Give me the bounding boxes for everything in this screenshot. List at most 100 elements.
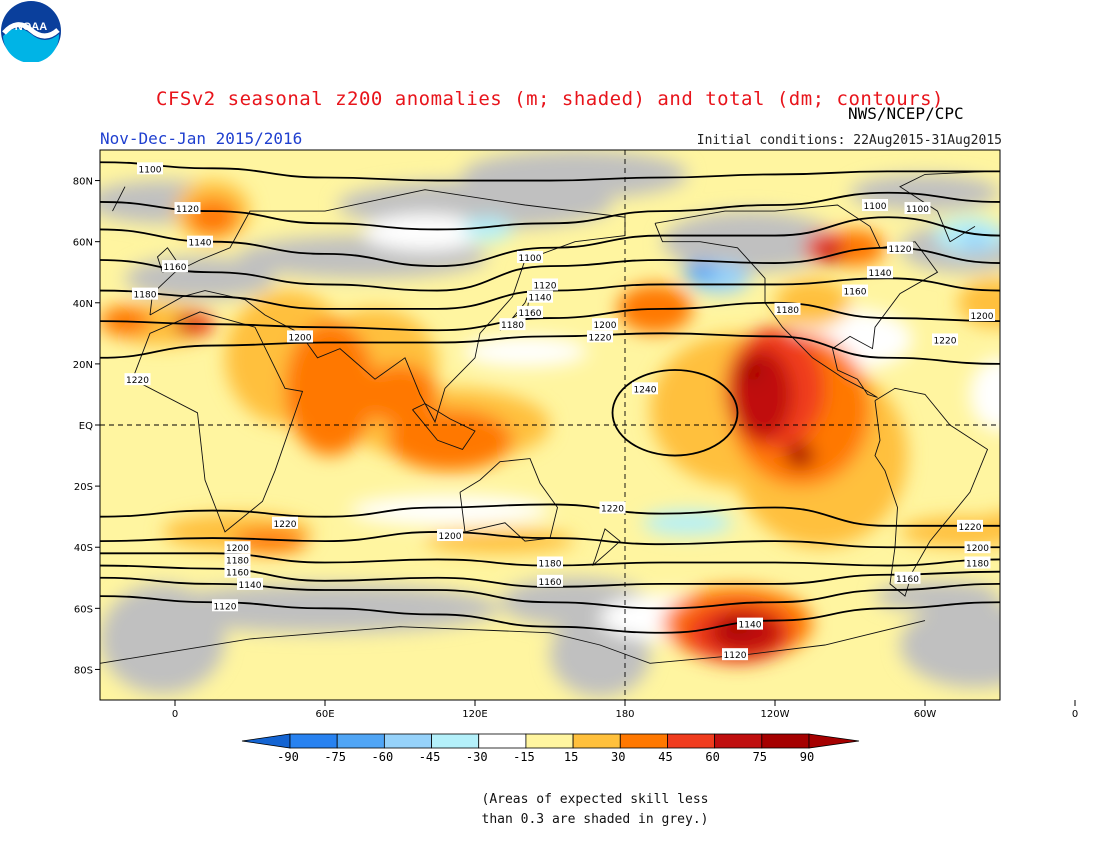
coastlines (100, 170, 989, 664)
anomaly-blob (642, 510, 733, 535)
colorbar-swatch (572, 733, 621, 749)
x-tick-label: 0 (172, 709, 178, 720)
contour-label-text: 1180 (776, 306, 799, 316)
contour-label-bg (957, 519, 983, 532)
contour-label-bg (224, 541, 251, 554)
colorbar-swatch (761, 733, 810, 749)
coastline-6 (112, 186, 126, 212)
contour-label-text: 1160 (226, 569, 249, 579)
contour-label-bg (272, 516, 298, 529)
contour-label-text: 1100 (906, 205, 929, 215)
contour-label: 1200 (969, 309, 995, 322)
contour-label-text: 1140 (189, 239, 212, 249)
contour-label-bg (969, 309, 995, 321)
height-contour-1240 (611, 369, 739, 457)
contour-label: 1220 (587, 330, 613, 343)
contour-label-bg (162, 260, 188, 273)
contour-label-text: 1220 (959, 523, 982, 533)
contour-label-text: 1140 (239, 581, 262, 591)
y-tick-label: 60N (73, 238, 93, 249)
height-contour-1 (100, 191, 1000, 231)
colorbar-label: 45 (658, 750, 672, 764)
anomaly-blob (1035, 312, 1075, 336)
height-contour-8 (100, 531, 1000, 549)
contour-label-bg (237, 577, 263, 590)
height-contour-3 (100, 246, 1000, 292)
contour-label: 1100 (862, 199, 888, 212)
colorbar-end-high (808, 733, 860, 749)
colorbar-swatch (714, 733, 763, 749)
contour-label-text: 1200 (594, 321, 617, 331)
height-contour-4 (100, 277, 1000, 310)
contour-label-text: 1160 (519, 309, 542, 319)
skill-note-line2: than 0.3 are shaded in grey.) (481, 812, 709, 827)
coastline-2 (459, 458, 558, 542)
contour-label-bg (722, 648, 748, 661)
anomaly-blob (1025, 229, 1075, 266)
contour-label-text: 1200 (971, 312, 994, 322)
contour-label-text: 1160 (539, 578, 562, 588)
contour-label-bg (867, 266, 893, 279)
contour-label-text: 1100 (519, 254, 542, 264)
coastline-5 (100, 620, 926, 664)
anomaly-blob (232, 528, 308, 554)
contour-label-bg (887, 241, 913, 254)
contour-label-text: 1160 (164, 263, 187, 273)
anomaly-blob (775, 278, 850, 328)
contour-label: 1100 (517, 250, 543, 264)
map-axes: 0 60E 120E 180 120W 60W 0 80N 60N 40N 20N EQ 20S 40S 6… (73, 177, 1078, 720)
x-tick-label: 0 (1072, 709, 1078, 720)
anomaly-blob (960, 232, 990, 251)
colorbar-label: -45 (419, 750, 441, 764)
anomaly-blob (900, 602, 1000, 688)
contour-label-text: 1220 (601, 505, 624, 515)
contour-label: 1240 (632, 382, 658, 395)
anomaly-blob (350, 495, 550, 526)
contour-label: 1200 (964, 541, 991, 554)
coastline-1 (149, 189, 626, 424)
contour-label-bg (174, 202, 201, 215)
contour-label: 1200 (287, 330, 313, 343)
contour-label-text: 1180 (966, 560, 989, 570)
colorbar-label: 15 (564, 750, 578, 764)
anomaly-blob (100, 583, 225, 694)
contour-label: 1140 (527, 290, 553, 304)
contour-label-text: 1100 (139, 165, 162, 175)
anomaly-blob (462, 336, 588, 367)
logo-text: NOAA (15, 21, 47, 33)
contour-label-text: 1120 (214, 602, 237, 612)
contour-label-text: 1140 (869, 269, 892, 279)
contour-label-text: 1180 (539, 560, 562, 570)
coastline-6 (949, 226, 976, 243)
contour-label-bg (842, 284, 868, 297)
contour-label: 1120 (212, 599, 238, 612)
contour-label-bg (964, 541, 991, 554)
colorbar-label: 90 (800, 750, 814, 764)
contour-label-bg (599, 501, 626, 514)
anomaly-blob (1000, 358, 1100, 419)
height-contour-10 (100, 564, 1000, 588)
contour-label-text: 1220 (589, 333, 612, 343)
y-tick-label: 40N (73, 299, 93, 310)
contour-label: 1140 (187, 235, 213, 249)
colorbar-label: 60 (705, 750, 719, 764)
contour-label-bg (862, 199, 888, 211)
contour-label: 1160 (842, 284, 868, 298)
contour-label: 1140 (867, 266, 893, 279)
colorbar-label: 30 (611, 750, 625, 764)
colorbar-swatch (667, 733, 716, 749)
x-tick-label: 120W (761, 709, 790, 720)
contour-label-text: 1120 (889, 245, 912, 255)
contour-label-text: 1180 (226, 556, 249, 566)
contour-label-bg (774, 302, 801, 315)
contour-label: 1120 (532, 278, 558, 291)
contour-label: 1220 (124, 373, 151, 386)
y-tick-label: 20S (74, 482, 93, 493)
anomaly-blob (970, 357, 1000, 432)
contour-label-text: 1180 (501, 321, 524, 331)
contour-label-bg (437, 529, 463, 541)
contour-label: 1200 (437, 529, 463, 542)
contour-label: 1220 (272, 516, 298, 530)
contour-label-text: 1200 (439, 532, 462, 542)
